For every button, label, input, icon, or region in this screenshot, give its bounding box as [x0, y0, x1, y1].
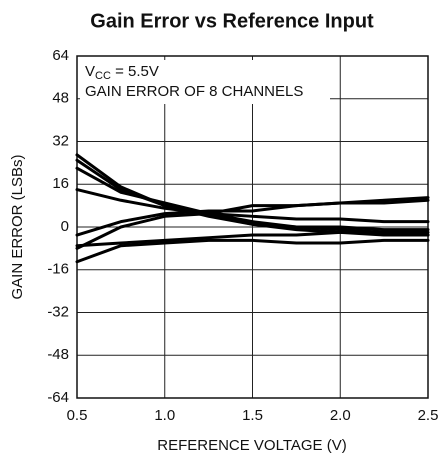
x-tick-label: 2.0 — [330, 407, 351, 424]
condition-rest: = 5.5V — [111, 63, 159, 80]
x-tick-label: 1.5 — [242, 407, 263, 424]
y-axis-label: GAIN ERROR (LSBs) — [9, 154, 26, 299]
y-tick-label: -48 — [47, 346, 69, 363]
y-tick-label: 16 — [52, 175, 69, 192]
series-line — [75, 188, 430, 216]
y-tick-label: -64 — [47, 389, 69, 406]
y-tick-label: 48 — [52, 90, 69, 107]
y-tick-label: 64 — [52, 47, 69, 64]
y-tick-label: 32 — [52, 132, 69, 149]
condition-label: VCC = 5.5V — [85, 63, 159, 82]
condition-main: V — [85, 63, 95, 80]
chart-title: Gain Error vs Reference Input — [90, 10, 374, 32]
y-tick-label: -16 — [47, 261, 69, 278]
series-line — [75, 212, 430, 250]
series-line — [75, 166, 430, 237]
annotation-background — [80, 60, 330, 104]
series-line — [75, 238, 430, 264]
plot-frame — [76, 55, 429, 399]
x-tick-label: 1.0 — [154, 407, 175, 424]
condition-sub: CC — [95, 70, 111, 82]
series-line — [75, 230, 430, 248]
note-label: GAIN ERROR OF 8 CHANNELS — [85, 83, 303, 100]
series-line — [75, 196, 430, 237]
x-tick-label: 2.5 — [418, 407, 439, 424]
x-tick-label: 0.5 — [67, 407, 88, 424]
y-tick-label: 0 — [61, 218, 69, 235]
x-axis-label: REFERENCE VOLTAGE (V) — [157, 437, 346, 454]
y-tick-label: -32 — [47, 303, 69, 320]
